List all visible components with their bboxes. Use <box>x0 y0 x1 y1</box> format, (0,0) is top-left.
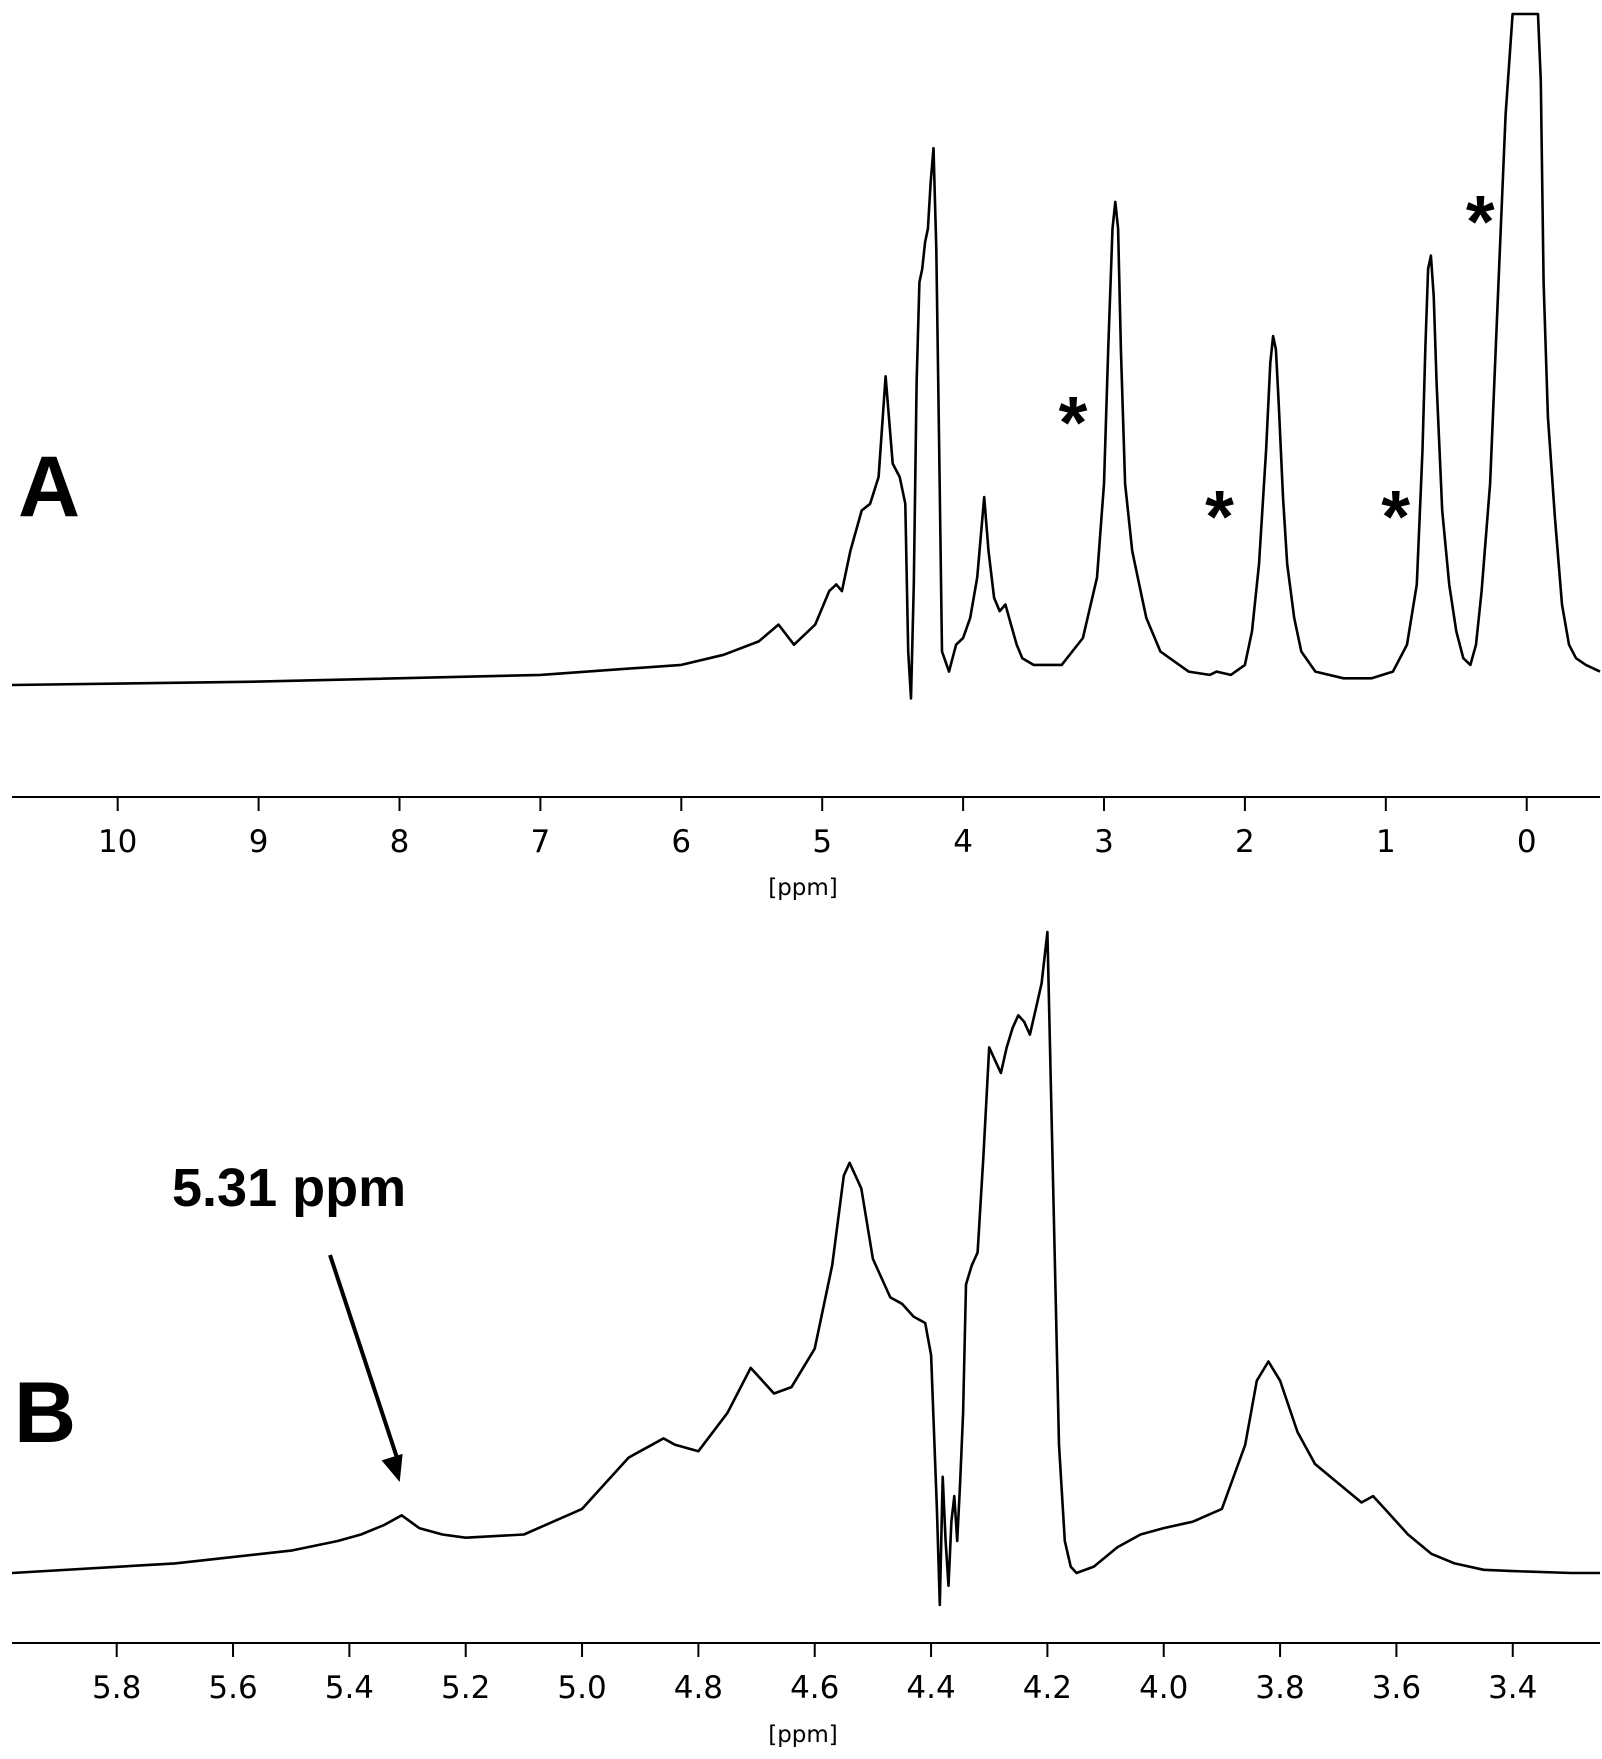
peak-annotation-arrowhead <box>381 1453 403 1482</box>
panel-a-x-axis-label: [ppm] <box>768 875 838 901</box>
panel-a-tick-label: 5 <box>812 824 832 860</box>
panel-a-label: A <box>18 439 80 535</box>
peak-marker-asterisk: * <box>1205 475 1234 558</box>
panel-a-tick-label: 9 <box>249 824 269 860</box>
panel-a-tick-label: 0 <box>1517 824 1537 860</box>
panel-a: A ** ** 10 9 8 7 6 5 4 3 2 1 0 [ppm] <box>11 12 1601 901</box>
panel-a-ticks: 10 9 8 7 6 5 4 3 2 1 0 <box>98 797 1537 860</box>
panel-b-tick-label: 5.6 <box>208 1670 257 1706</box>
panel-b-tick-label: 5.0 <box>557 1670 606 1706</box>
panel-b-spectrum-line <box>11 930 1600 1607</box>
peak-marker-asterisk: * <box>1059 381 1088 464</box>
panel-b-tick-label: 4.2 <box>1023 1670 1072 1706</box>
panel-b-tick-label: 5.8 <box>92 1670 141 1706</box>
peak-annotation-arrow <box>328 1254 402 1467</box>
panel-b-tick-label: 5.4 <box>325 1670 374 1706</box>
panel-b-tick-label: 4.4 <box>906 1670 955 1706</box>
panel-b-tick-label: 3.4 <box>1488 1670 1537 1706</box>
panel-a-tick-label: 1 <box>1376 824 1396 860</box>
panel-b-x-axis-label: [ppm] <box>768 1722 838 1748</box>
panel-a-tick-label: 4 <box>953 824 973 860</box>
panel-b-tick-label: 5.2 <box>441 1670 490 1706</box>
panel-b: B 5.31 ppm 5.8 5.6 5.4 5.2 5.0 4.8 4.6 4.4 4.2 4.… <box>11 930 1600 1748</box>
panel-b-tick-label: 4.0 <box>1139 1670 1188 1706</box>
panel-a-tick-label: 3 <box>1094 824 1114 860</box>
panel-a-spectrum-line <box>11 12 1601 700</box>
panel-b-tick-label: 4.8 <box>674 1670 723 1706</box>
panel-b-ticks: 5.8 5.6 5.4 5.2 5.0 4.8 4.6 4.4 4.2 4.0 3.8 3.6 3.4 <box>92 1643 1537 1706</box>
panel-b-tick-label: 3.6 <box>1372 1670 1421 1706</box>
panel-a-tick-label: 7 <box>531 824 551 860</box>
panel-a-tick-label: 6 <box>671 824 691 860</box>
panel-b-tick-label: 3.8 <box>1255 1670 1304 1706</box>
panel-a-tick-label: 10 <box>98 824 137 860</box>
peak-marker-asterisk: * <box>1466 180 1495 263</box>
panel-a-peak-markers: * * * * <box>1059 180 1495 558</box>
panel-b-tick-label: 4.6 <box>790 1670 839 1706</box>
panel-a-tick-label: 2 <box>1235 824 1255 860</box>
peak-annotation-label: 5.31 ppm <box>172 1158 406 1218</box>
peak-marker-asterisk: * <box>1381 475 1410 558</box>
panel-b-label: B <box>14 1365 76 1461</box>
panel-a-tick-label: 8 <box>390 824 410 860</box>
